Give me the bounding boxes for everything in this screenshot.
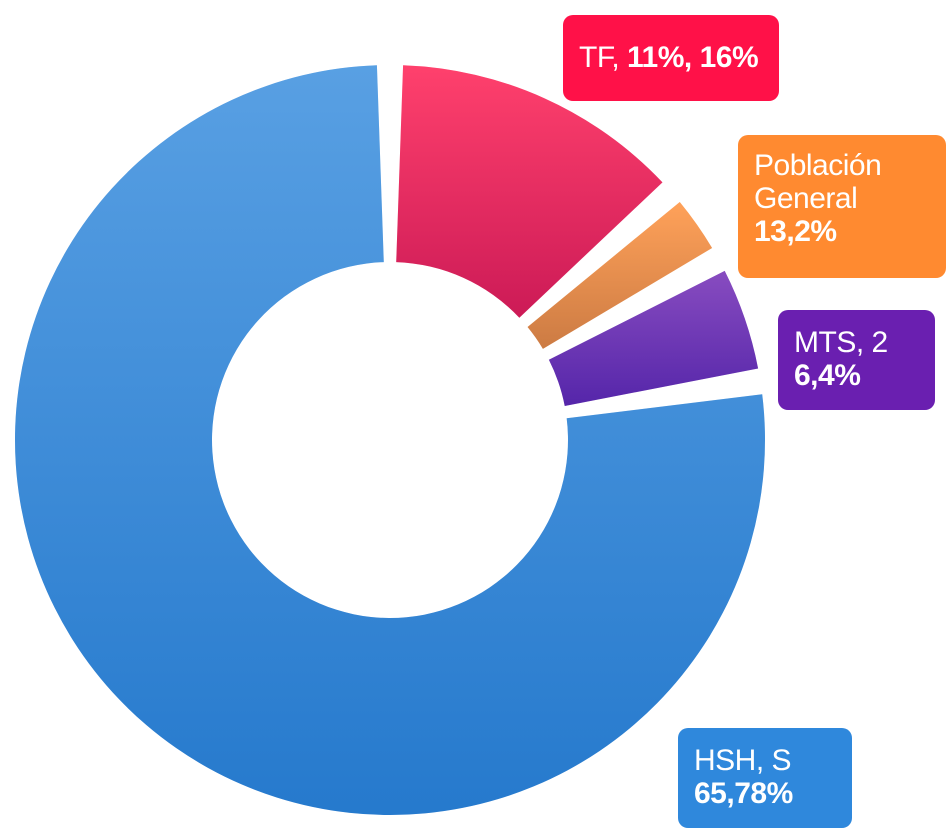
slice-shade [548, 270, 759, 407]
slices [15, 65, 766, 815]
slice-label: HSH, S 65,78% [678, 728, 852, 828]
slice-label: Población General 13,2% [738, 135, 946, 278]
slice-label: TF, 11%, 16% [563, 15, 779, 101]
label-text: TF, [579, 41, 620, 74]
label-text: Población General [754, 149, 882, 215]
label-text: HSH, S [694, 744, 792, 777]
label-value: 11%, 16% [627, 41, 759, 74]
label-text: MTS, 2 [794, 326, 888, 359]
label-value: 6,4% [794, 359, 861, 392]
label-value: 65,78% [694, 777, 793, 810]
label-value: 13,2% [754, 215, 837, 248]
slice-shade [15, 65, 766, 815]
slice-shade [396, 65, 663, 318]
slice-label: MTS, 2 6,4% [778, 310, 935, 410]
slice-shade [527, 201, 713, 349]
